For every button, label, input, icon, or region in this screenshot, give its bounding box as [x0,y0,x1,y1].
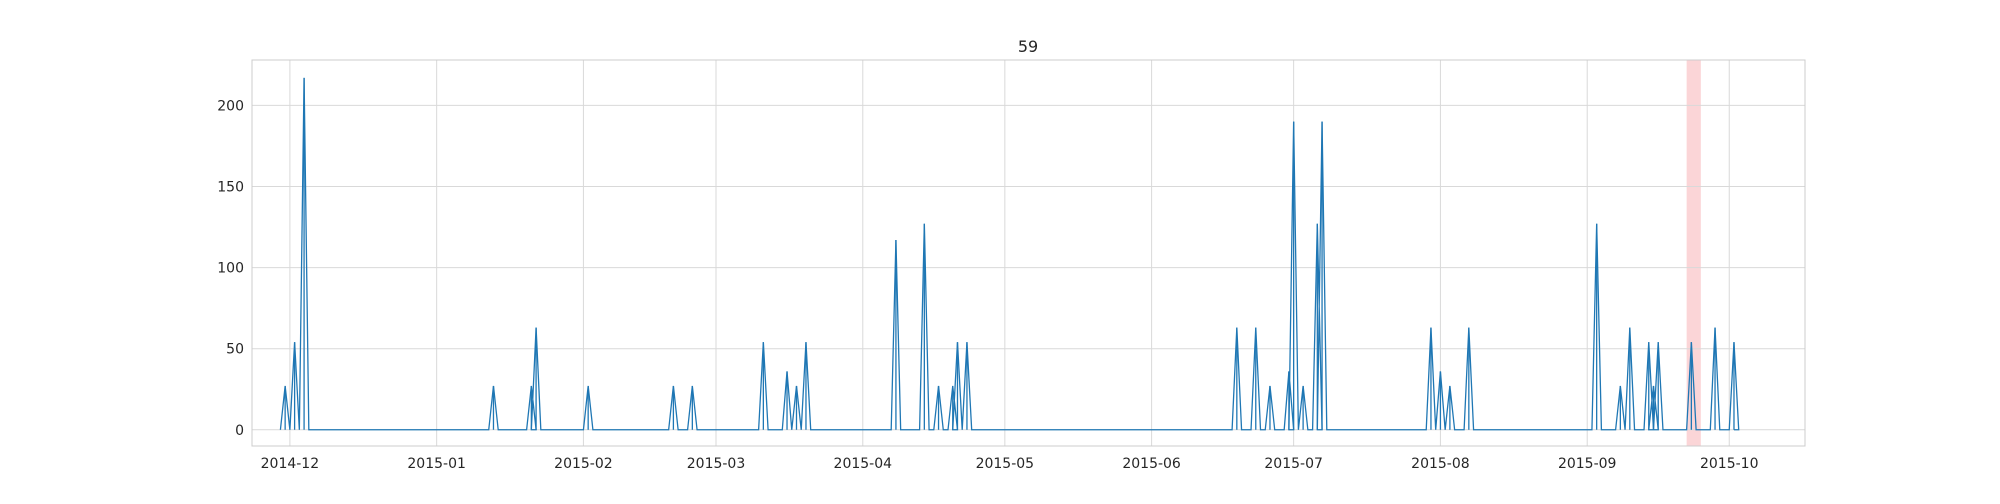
grid-layer [252,60,1805,446]
x-tick-label: 2015-09 [1558,456,1617,472]
x-tick-label: 2015-03 [687,456,746,472]
y-tick-label: 100 [217,261,244,277]
x-tick-label: 2015-10 [1700,456,1759,472]
y-tick-label: 0 [235,423,244,439]
highlight-layer [1686,60,1701,446]
y-tick-label: 150 [217,180,244,196]
x-tick-label: 2015-02 [554,456,613,472]
x-tick-label: 2014-12 [261,456,320,472]
axes-frame-layer [251,59,1806,447]
x-tick-label: 2015-01 [407,456,466,472]
axes-frame [251,59,1806,447]
x-tick-label: 2015-04 [834,456,893,472]
series-line [279,77,1740,431]
x-tick-label: 2015-07 [1264,456,1323,472]
series-layer [279,77,1740,431]
x-tick-label: 2015-08 [1411,456,1470,472]
highlight-band [1686,60,1701,446]
y-tick-label: 200 [217,98,244,114]
tick-label-layer: 2014-12 2015-01 2015-02 2015-03 2015-04 2015-… [217,98,1758,472]
x-tick-label: 2015-05 [976,456,1035,472]
y-tick-label: 50 [226,342,244,358]
chart-title: 59 [1018,37,1038,56]
x-tick-label: 2015-06 [1122,456,1181,472]
